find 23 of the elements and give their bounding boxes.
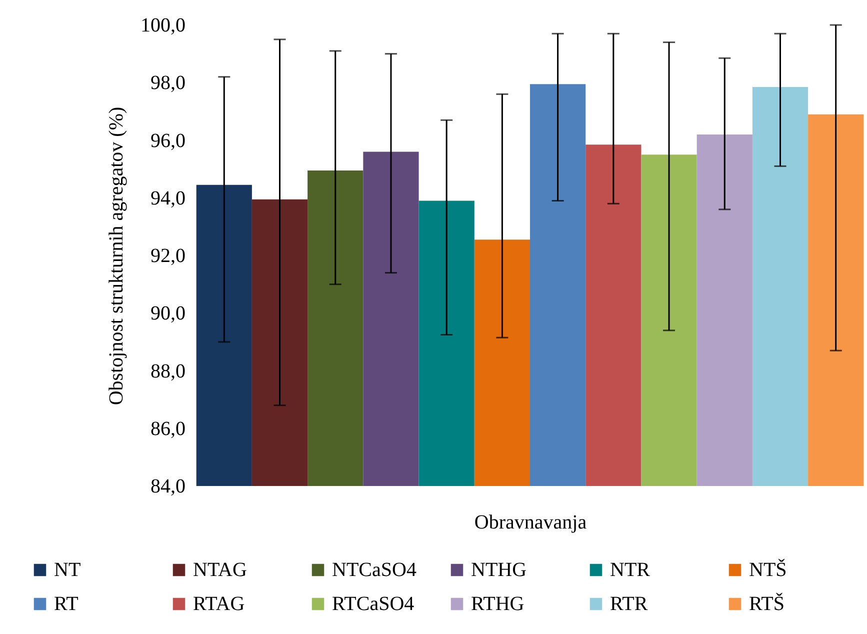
- legend-label: RTŠ: [749, 592, 784, 615]
- legend-label: NTHG: [471, 559, 527, 581]
- y-tick-label: 90,0: [150, 302, 186, 325]
- legend-label: NTŠ: [749, 558, 787, 581]
- y-tick-label: 96,0: [150, 130, 186, 152]
- y-tick-label: 92,0: [150, 245, 186, 267]
- legend-label: NTR: [610, 559, 651, 581]
- legend-label: NT: [54, 559, 81, 581]
- y-tick-label: 84,0: [150, 476, 186, 498]
- y-tick-label: 86,0: [150, 418, 186, 440]
- legend-label: RTCaSO4: [332, 593, 414, 615]
- legend-label: NTCaSO4: [332, 559, 416, 581]
- legend-label: RTAG: [193, 593, 245, 615]
- y-tick-label: 98,0: [150, 72, 186, 94]
- y-axis-title: Obstojnost strukturnih agregatov (%): [106, 106, 128, 406]
- x-axis-title: Obravnavanja: [474, 512, 587, 534]
- legend-label: NTAG: [193, 559, 247, 581]
- legend-label: RT: [54, 593, 78, 615]
- legend-label: RTR: [610, 593, 648, 615]
- y-tick-label: 100,0: [140, 14, 186, 36]
- y-tick-label: 88,0: [150, 360, 186, 382]
- y-tick-label: 94,0: [150, 187, 186, 210]
- legend-label: RTHG: [471, 593, 524, 615]
